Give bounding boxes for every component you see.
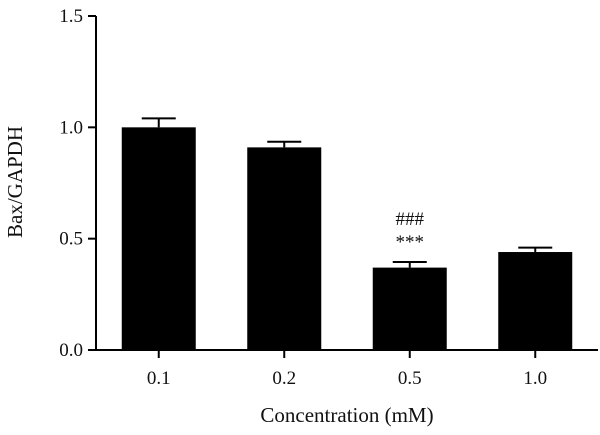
significance-marker: ***: [396, 232, 425, 253]
y-tick-label: 0.5: [59, 229, 83, 250]
y-tick-label: 1.0: [59, 117, 83, 138]
bar: [247, 147, 322, 350]
x-tick-label: 0.2: [272, 368, 296, 389]
bar: [498, 252, 573, 350]
x-axis-label: Concentration (mM): [260, 403, 433, 427]
x-tick-label: 0.1: [147, 368, 171, 389]
significance-marker: ###: [396, 209, 425, 230]
x-tick-label: 1.0: [523, 368, 547, 389]
x-axis-ticks: 0.1 0.2 0.5 1.0: [147, 350, 547, 389]
bars: [121, 117, 573, 350]
y-axis-label: Bax/GAPDH: [3, 126, 27, 238]
bar: [372, 267, 447, 350]
y-tick-label: 1.5: [59, 6, 83, 27]
significance-annotations: ***###: [396, 209, 425, 253]
bar: [121, 127, 196, 350]
x-tick-label: 0.5: [398, 368, 422, 389]
y-tick-label: 0.0: [59, 340, 83, 361]
y-axis-ticks: 0.0 0.5 1.0 1.5: [59, 6, 96, 361]
